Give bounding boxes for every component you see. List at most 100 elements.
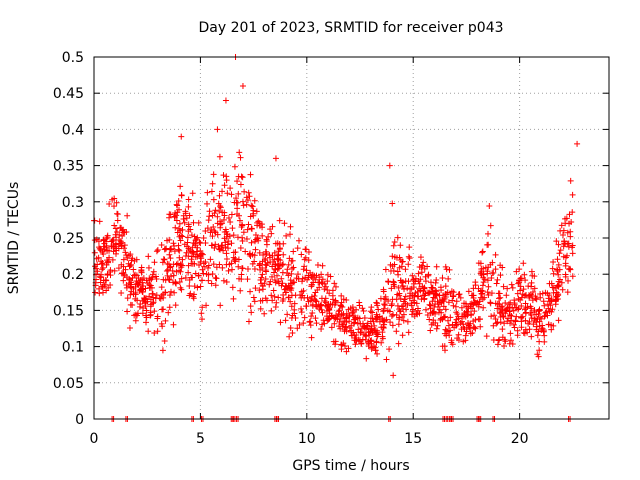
data-point [152, 273, 159, 280]
data-point [180, 215, 187, 222]
data-point [104, 271, 111, 278]
data-point [304, 294, 311, 301]
data-point [178, 286, 185, 293]
data-point [178, 133, 185, 140]
data-point [130, 266, 137, 273]
data-point [412, 290, 419, 297]
data-point [462, 300, 469, 307]
data-point [238, 271, 245, 278]
data-point [427, 279, 434, 286]
data-point [565, 240, 572, 247]
data-point [222, 97, 229, 104]
data-point [331, 320, 338, 327]
data-point [345, 345, 352, 352]
data-point [213, 275, 220, 282]
data-point [147, 309, 154, 316]
data-point [396, 264, 403, 271]
data-point [422, 273, 429, 280]
data-point [486, 202, 493, 209]
data-point [375, 306, 382, 313]
data-point [176, 278, 183, 285]
data-point [549, 265, 556, 272]
data-point [160, 291, 167, 298]
data-point [211, 210, 218, 217]
data-point [494, 276, 501, 283]
data-point [301, 263, 308, 270]
data-point [276, 280, 283, 287]
data-point [234, 178, 241, 185]
data-point [259, 232, 266, 239]
data-point [386, 162, 393, 169]
data-point [185, 253, 192, 260]
data-point [554, 256, 561, 263]
data-point [98, 284, 105, 291]
data-point [189, 190, 196, 197]
data-point [240, 229, 247, 236]
data-point [313, 320, 320, 327]
data-point [510, 321, 517, 328]
data-point [443, 266, 450, 273]
data-point [172, 209, 179, 216]
data-point [338, 311, 345, 318]
data-point [414, 305, 421, 312]
data-point [330, 314, 337, 321]
data-point [280, 291, 287, 298]
data-point [521, 271, 528, 278]
data-point [469, 329, 476, 336]
data-point [497, 294, 504, 301]
data-point [122, 249, 129, 256]
data-point [489, 259, 496, 266]
data-point [485, 292, 492, 299]
data-point [208, 242, 215, 249]
data-point [239, 174, 246, 181]
data-point [197, 247, 204, 254]
data-point [422, 290, 429, 297]
data-point [248, 309, 255, 316]
data-point [500, 283, 507, 290]
data-point [171, 248, 178, 255]
data-point [479, 248, 486, 255]
data-point [324, 278, 331, 285]
data-point [493, 320, 500, 327]
data-point [562, 260, 569, 267]
data-point [469, 292, 476, 299]
data-point [474, 299, 481, 306]
y-tick-label: 0 [75, 412, 84, 428]
data-point [173, 280, 180, 287]
data-point [145, 328, 152, 335]
data-point [388, 302, 395, 309]
data-point [360, 308, 367, 315]
data-point [309, 302, 316, 309]
y-axis-label: SRMTID / TECUs [6, 182, 22, 295]
data-point [508, 281, 515, 288]
data-point [279, 261, 286, 268]
data-point [136, 279, 143, 286]
data-point [442, 306, 449, 313]
data-point [158, 284, 165, 291]
data-point [492, 251, 499, 258]
data-point [377, 295, 384, 302]
data-point [514, 290, 521, 297]
data-point [528, 315, 535, 322]
data-point [196, 239, 203, 246]
data-point [343, 348, 350, 355]
data-point [328, 324, 335, 331]
data-point [100, 243, 107, 250]
data-point [402, 266, 409, 273]
data-point [541, 332, 548, 339]
data-point [541, 313, 548, 320]
data-point [555, 261, 562, 268]
data-point [543, 309, 550, 316]
data-point [317, 302, 324, 309]
data-point [178, 275, 185, 282]
data-point [494, 341, 501, 348]
data-point [488, 290, 495, 297]
data-point [512, 304, 519, 311]
data-point [295, 237, 302, 244]
data-point [316, 279, 323, 286]
data-point [286, 333, 293, 340]
data-point [95, 238, 102, 245]
data-point [289, 329, 296, 336]
data-point [476, 316, 483, 323]
data-point [123, 274, 130, 281]
